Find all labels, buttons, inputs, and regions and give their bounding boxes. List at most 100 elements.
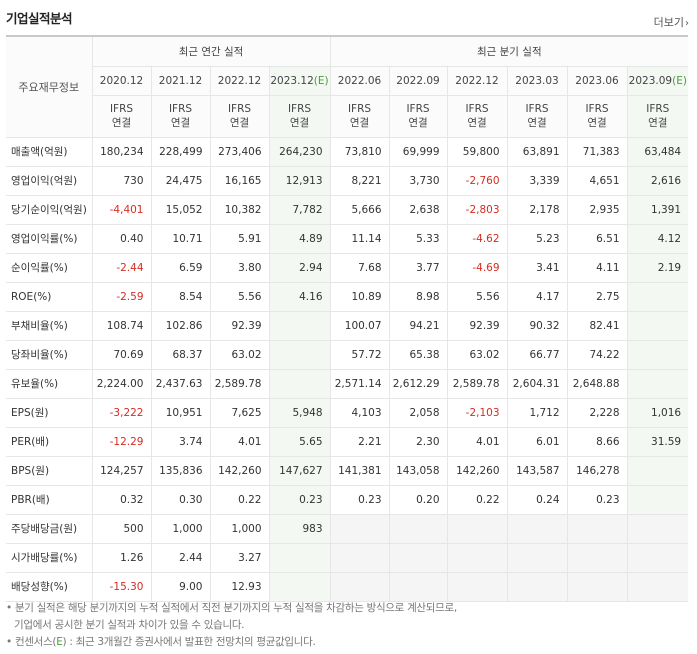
table-cell: 3,339 [506, 165, 568, 196]
table-cell: 730 [91, 165, 152, 196]
table-cell: 15,052 [150, 194, 211, 225]
table-cell: 0.32 [91, 484, 152, 515]
table-cell: 141,381 [329, 455, 390, 486]
table-cell [506, 571, 568, 602]
table-cell: 2.21 [329, 426, 390, 457]
table-cell: 2,571.14 [329, 368, 390, 399]
table-cell: 63.02 [209, 339, 270, 370]
table-cell [626, 339, 689, 370]
table-cell: 63.02 [446, 339, 508, 370]
table-cell: 273,406 [209, 136, 270, 167]
table-cell: 4.11 [566, 252, 628, 283]
table-cell: 2.94 [268, 252, 331, 283]
row-label: EPS(원) [6, 397, 93, 428]
table-cell: 10.89 [329, 281, 390, 312]
table-cell: 66.77 [506, 339, 568, 370]
table-corner-label: 주요재무정보 [6, 35, 93, 138]
period-header: 2023.03 [506, 65, 568, 96]
table-cell: 4.89 [268, 223, 331, 254]
table-cell: 3.27 [209, 542, 270, 573]
period-header: 2023.09(E) [626, 65, 689, 96]
table-cell: 0.23 [268, 484, 331, 515]
footnote-1: • 분기 실적은 해당 분기까지의 누적 실적에서 직전 분기까지의 누적 실적… [6, 602, 457, 614]
footnote-1-cont: 기업에서 공시한 분기 실적과 차이가 있을 수 있습니다. [14, 619, 245, 631]
period-header: 2021.12 [150, 65, 211, 96]
period-header: 2022.06 [329, 65, 390, 96]
table-cell: 5,948 [268, 397, 331, 428]
table-row: 부채비율(%) 108.74 102.86 92.39 100.07 94.21 92.39… [6, 310, 689, 341]
table-cell: 5.56 [209, 281, 270, 312]
table-cell: 2,935 [566, 194, 628, 225]
table-cell: 90.32 [506, 310, 568, 341]
table-cell: 4,651 [566, 165, 628, 196]
table-cell: 142,260 [446, 455, 508, 486]
table-cell: -2,103 [446, 397, 508, 428]
section-title: 기업실적분석 [6, 11, 73, 26]
table-cell: 0.30 [150, 484, 211, 515]
table-cell [329, 542, 390, 573]
table-cell: 142,260 [209, 455, 270, 486]
table-row: PBR(배) 0.32 0.30 0.22 0.23 0.23 0.20 0.22 0.24 0.… [6, 484, 689, 515]
table-cell: 2,612.29 [388, 368, 448, 399]
estimate-marker: (E) [313, 74, 329, 87]
row-label: ROE(%) [6, 281, 93, 312]
table-cell: 1,000 [150, 513, 211, 544]
table-cell [446, 542, 508, 573]
table-cell: 143,587 [506, 455, 568, 486]
table-cell: 4.16 [268, 281, 331, 312]
more-link[interactable]: 더보기› [654, 14, 689, 30]
table-cell: 1,391 [626, 194, 689, 225]
table-cell: 59,800 [446, 136, 508, 167]
table-cell: 3.77 [388, 252, 448, 283]
table-cell [626, 368, 689, 399]
table-cell [626, 455, 689, 486]
table-cell: 0.22 [209, 484, 270, 515]
table-cell: 65.38 [388, 339, 448, 370]
table-row: 시가배당률(%) 1.26 2.44 3.27 [6, 542, 689, 573]
row-label: 매출액(억원) [6, 136, 93, 167]
table-cell: 5.65 [268, 426, 331, 457]
table-cell [268, 368, 331, 399]
financial-table: 주요재무정보 최근 연간 실적 최근 분기 실적 2020.12 2021.12 2… [6, 35, 689, 602]
table-row: PER(배) -12.29 3.74 4.01 5.65 2.21 2.30 4.01 6.01… [6, 426, 689, 457]
table-cell: 3.74 [150, 426, 211, 457]
table-cell: 5.33 [388, 223, 448, 254]
table-cell [626, 281, 689, 312]
table-cell: 24,475 [150, 165, 211, 196]
table-cell: 16,165 [209, 165, 270, 196]
table-cell: 10,382 [209, 194, 270, 225]
period-header: 2023.06 [566, 65, 628, 96]
row-label: 배당성향(%) [6, 571, 93, 602]
period-header: 2022.12 [209, 65, 270, 96]
table-cell: 0.23 [566, 484, 628, 515]
quarter-group-header: 최근 분기 실적 [329, 35, 689, 67]
table-cell: 5.23 [506, 223, 568, 254]
table-cell: 63,891 [506, 136, 568, 167]
table-cell: 8,221 [329, 165, 390, 196]
table-cell [566, 542, 628, 573]
table-cell: 12,913 [268, 165, 331, 196]
table-cell: 2,589.78 [446, 368, 508, 399]
table-cell: 8.98 [388, 281, 448, 312]
table-cell: 124,257 [91, 455, 152, 486]
table-row: 순이익률(%) -2.44 6.59 3.80 2.94 7.68 3.77 -4.69 3.4… [6, 252, 689, 283]
table-cell: 6.59 [150, 252, 211, 283]
table-cell: -15.30 [91, 571, 152, 602]
table-cell: 100.07 [329, 310, 390, 341]
table-cell: 1,712 [506, 397, 568, 428]
row-label: 당좌비율(%) [6, 339, 93, 370]
annual-group-header: 최근 연간 실적 [91, 35, 331, 67]
table-cell: -2,803 [446, 194, 508, 225]
table-cell [329, 571, 390, 602]
table-cell [268, 310, 331, 341]
row-label: 주당배당금(원) [6, 513, 93, 544]
table-cell: 102.86 [150, 310, 211, 341]
table-cell [268, 542, 331, 573]
row-label: 순이익률(%) [6, 252, 93, 283]
accounting-standard: IFRS 연결 [626, 94, 689, 138]
period-header: 2022.09 [388, 65, 448, 96]
table-cell: 0.20 [388, 484, 448, 515]
table-cell: 5.91 [209, 223, 270, 254]
period-header: 2022.12 [446, 65, 508, 96]
table-row: BPS(원) 124,257 135,836 142,260 147,627 141,38… [6, 455, 689, 486]
